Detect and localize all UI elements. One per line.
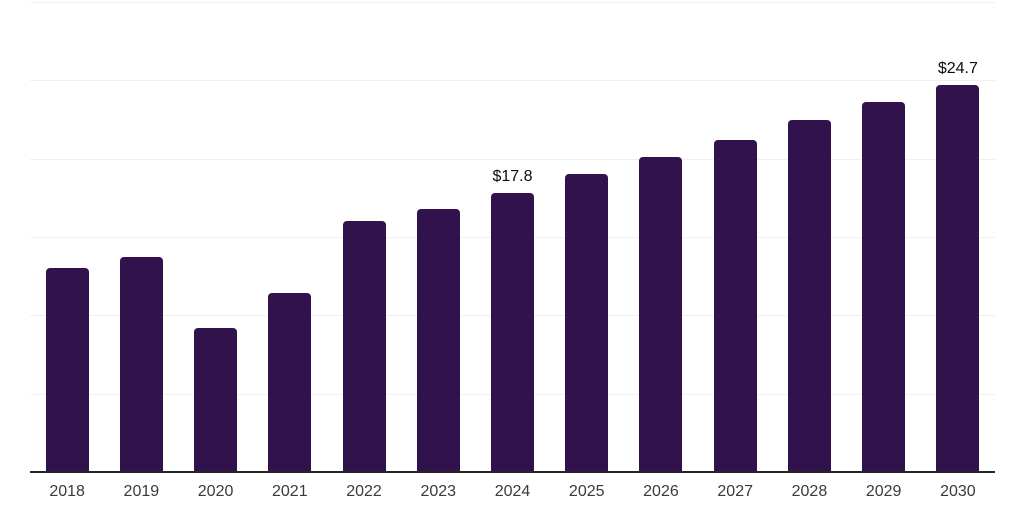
gridline (30, 2, 995, 3)
bar-value-label-2024: $17.8 (492, 168, 533, 186)
x-tick-label-2020: 2020 (197, 483, 234, 500)
bar-2026 (639, 157, 683, 472)
gridline (30, 158, 995, 160)
x-tick-label-2028: 2028 (791, 483, 828, 500)
bar-2028 (787, 119, 831, 472)
x-tick-label-2021: 2021 (272, 483, 308, 500)
x-axis-line (30, 471, 995, 473)
bar-2021 (268, 293, 312, 472)
x-tick-label-2027: 2027 (717, 483, 753, 500)
bar-2018 (45, 268, 89, 472)
x-tick-label-2019: 2019 (123, 483, 160, 500)
bar-2030 (936, 85, 980, 472)
bar-2029 (862, 102, 906, 472)
bar-2020 (194, 327, 238, 472)
x-tick-label-2030: 2030 (940, 483, 976, 500)
x-tick-label-2026: 2026 (643, 483, 679, 500)
bar-value-label-2030: $24.7 (937, 60, 978, 78)
x-tick-label-2022: 2022 (346, 483, 382, 500)
bar-2025 (565, 174, 609, 472)
bar-2022 (342, 221, 386, 472)
bar-2027 (713, 139, 757, 472)
x-tick-label-2018: 2018 (49, 483, 85, 500)
bar-2019 (119, 257, 163, 472)
x-tick-label-2024: 2024 (494, 483, 531, 500)
gridline (30, 80, 995, 82)
x-tick-label-2029: 2029 (865, 483, 902, 500)
x-tick-label-2025: 2025 (568, 483, 605, 500)
bar-2024 (491, 193, 534, 472)
x-tick-label-2023: 2023 (420, 483, 457, 500)
bar-2023 (416, 208, 460, 472)
